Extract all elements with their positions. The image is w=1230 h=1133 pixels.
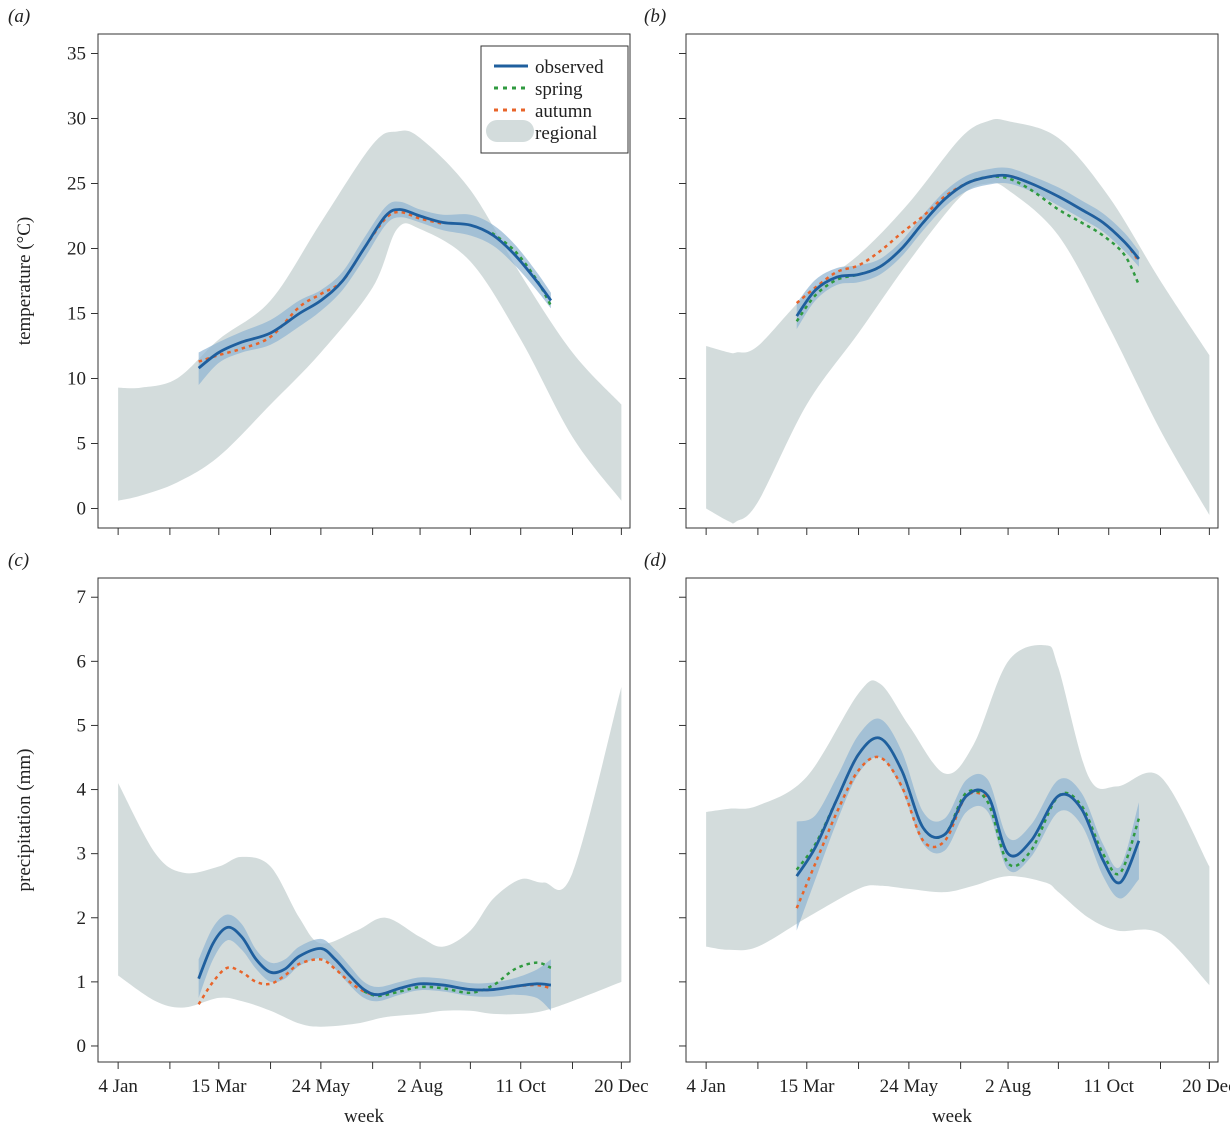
x-axis-label-c: week — [344, 1106, 385, 1127]
observed-band-c — [198, 914, 551, 1011]
y-tick-label-c: 6 — [77, 651, 87, 672]
y-tick-label-c: 5 — [77, 715, 87, 736]
observed-band-a — [198, 201, 551, 385]
x-tick-label-d: 2 Aug — [985, 1076, 1031, 1097]
y-tick-label-c: 1 — [77, 972, 87, 993]
panel-label-c: (c) — [8, 550, 29, 571]
panel-c: 0 1 2 3 4 5 6 7 4 Jan 15 Mar 24 May 2 Aug 11 Oct 20 D… — [8, 550, 649, 1127]
x-tick-label-d: 15 Mar — [779, 1076, 835, 1097]
plot-frame-a — [97, 33, 631, 529]
x-tick-label-c: 2 Aug — [397, 1076, 443, 1097]
x-tick-label-d: 20 Dec — [1182, 1076, 1230, 1097]
x-tick-label-c: 11 Oct — [495, 1076, 546, 1097]
legend-observed-label: observed — [535, 57, 604, 78]
y-tick-label-a: 35 — [67, 44, 86, 65]
panel-d: 4 Jan 15 Mar 24 May 2 Aug 11 Oct 20 Dec week (d… — [644, 550, 1230, 1127]
panel-a: 0 5 10 15 20 25 30 35 temperature (°C) (a) — [8, 6, 631, 535]
y-tick-label-c: 3 — [77, 844, 87, 865]
legend-spring-label: spring — [535, 79, 583, 100]
legend-regional-swatch — [486, 120, 534, 142]
plot-frame-d — [685, 577, 1219, 1063]
legend-autumn-label: autumn — [535, 101, 592, 122]
plot-frame-b — [685, 33, 1219, 529]
observed-line-b — [795, 173, 1140, 317]
spring-line-a — [491, 231, 553, 307]
observed-line-a — [197, 208, 553, 370]
observed-line-c — [197, 925, 552, 997]
y-tick-label-a: 5 — [77, 434, 87, 455]
spring-line-c — [363, 961, 552, 998]
x-tick-label-d: 24 May — [880, 1076, 939, 1097]
y-tick-label-c: 0 — [77, 1036, 87, 1057]
panel-label-d: (d) — [644, 550, 666, 571]
y-axis-label-c: precipitation (mm) — [14, 749, 35, 892]
spring-line-b — [795, 175, 1141, 323]
regional-band-a — [118, 130, 622, 501]
y-tick-label-c: 4 — [77, 780, 87, 801]
y-tick-label-a: 0 — [77, 499, 87, 520]
x-tick-label-d: 11 Oct — [1083, 1076, 1134, 1097]
legend-regional-label: regional — [535, 123, 597, 144]
y-tick-label-a: 30 — [67, 109, 86, 130]
y-tick-label-c: 2 — [77, 908, 87, 929]
legend: observed spring autumn regional — [480, 45, 629, 154]
x-tick-label-c: 20 Dec — [594, 1076, 648, 1097]
x-axis-label-d: week — [932, 1106, 973, 1127]
regional-band-b — [706, 118, 1210, 524]
y-tick-label-c: 7 — [77, 587, 87, 608]
y-axis-label-a: temperature (°C) — [14, 217, 35, 345]
x-tick-label-c: 15 Mar — [191, 1076, 247, 1097]
panel-label-a: (a) — [8, 6, 30, 27]
observed-line-d — [795, 736, 1141, 885]
x-tick-label-c: 24 May — [292, 1076, 351, 1097]
y-tick-label-a: 20 — [67, 239, 86, 260]
plot-frame-c — [97, 577, 631, 1063]
panel-b: (b) — [644, 6, 1219, 535]
x-tick-label-c: 4 Jan — [98, 1076, 138, 1097]
x-tick-label-d: 4 Jan — [686, 1076, 726, 1097]
y-tick-label-a: 25 — [67, 174, 86, 195]
y-tick-label-a: 15 — [67, 304, 86, 325]
y-tick-label-a: 10 — [67, 369, 86, 390]
panel-label-b: (b) — [644, 6, 666, 27]
